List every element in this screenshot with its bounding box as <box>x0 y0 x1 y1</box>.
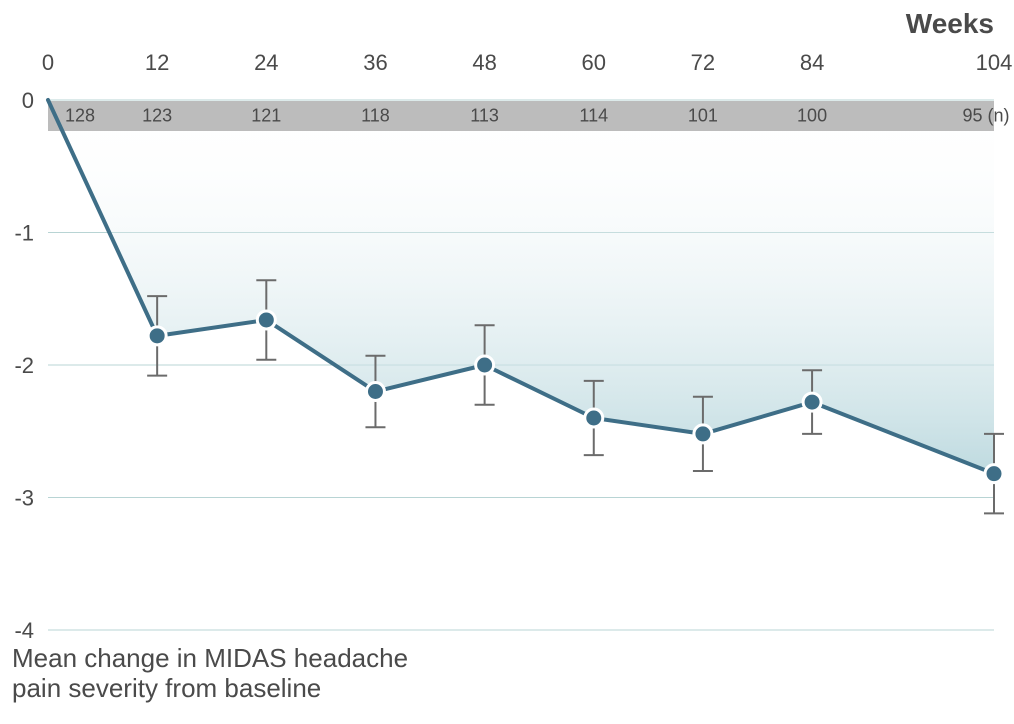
n-label: 95 (n) <box>962 105 1009 125</box>
y-tick-label: -2 <box>14 353 34 378</box>
data-marker <box>694 425 712 443</box>
y-axis-title-line2: pain severity from baseline <box>12 673 321 703</box>
x-tick-label: 36 <box>363 50 387 75</box>
y-tick-label: -1 <box>14 221 34 246</box>
x-tick-label: 12 <box>145 50 169 75</box>
x-tick-labels: 0 12 24 36 48 60 72 84 104 <box>42 50 1012 75</box>
x-tick-label: 72 <box>691 50 715 75</box>
y-axis-title: Mean change in MIDAS headache pain sever… <box>12 644 408 704</box>
n-label: 121 <box>251 105 281 125</box>
chart-container: 128 123 121 118 113 114 101 100 95 (n) 0 12 24 36 48… <box>0 0 1014 724</box>
data-marker <box>585 409 603 427</box>
y-axis-title-line1: Mean change in MIDAS headache <box>12 643 408 673</box>
x-tick-label: 24 <box>254 50 278 75</box>
n-label: 113 <box>470 105 499 125</box>
data-marker <box>257 311 275 329</box>
n-band-rect <box>48 101 994 131</box>
x-tick-label: 48 <box>472 50 496 75</box>
x-tick-label: 0 <box>42 50 54 75</box>
data-marker <box>148 327 166 345</box>
y-tick-label: 0 <box>22 88 34 113</box>
chart-svg: 128 123 121 118 113 114 101 100 95 (n) 0 12 24 36 48… <box>0 0 1014 724</box>
x-tick-label: 84 <box>800 50 824 75</box>
x-tick-label: 104 <box>976 50 1013 75</box>
data-marker <box>476 356 494 374</box>
n-label: 128 <box>65 105 95 125</box>
data-marker <box>985 465 1003 483</box>
n-label: 101 <box>688 105 718 125</box>
n-label: 118 <box>361 105 390 125</box>
n-band: 128 123 121 118 113 114 101 100 95 (n) <box>48 101 1010 131</box>
n-label: 100 <box>797 105 827 125</box>
x-axis-title: Weeks <box>906 8 994 40</box>
y-tick-label: -4 <box>14 618 34 643</box>
n-label: 114 <box>579 105 608 125</box>
y-tick-label: -3 <box>14 486 34 511</box>
data-marker <box>803 393 821 411</box>
x-tick-label: 60 <box>582 50 606 75</box>
n-label: 123 <box>142 105 172 125</box>
data-marker <box>366 383 384 401</box>
y-tick-labels: 0 -1 -2 -3 -4 <box>14 88 34 643</box>
